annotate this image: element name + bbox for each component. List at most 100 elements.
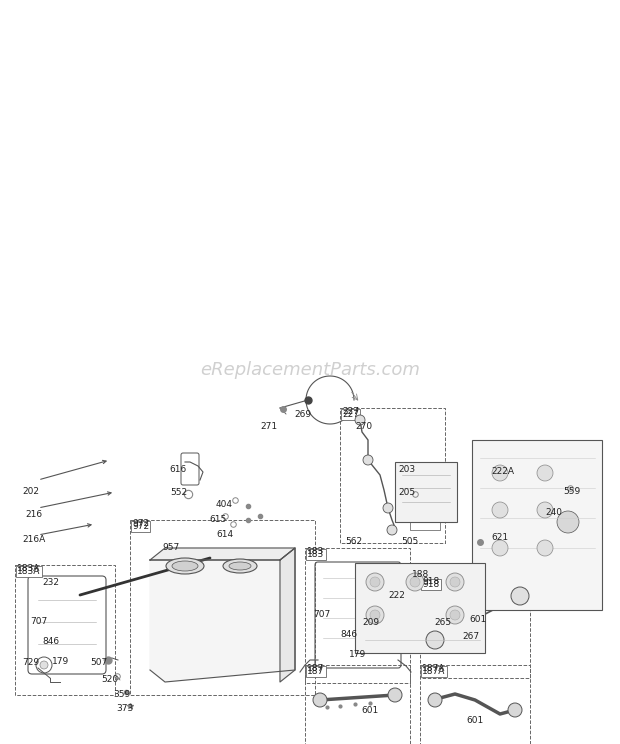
Text: 707: 707 bbox=[30, 617, 47, 626]
Text: 232: 232 bbox=[42, 578, 59, 587]
Text: 187: 187 bbox=[307, 664, 324, 673]
Text: 373: 373 bbox=[116, 704, 133, 713]
Circle shape bbox=[537, 540, 553, 556]
Bar bbox=[420, 665, 530, 744]
Circle shape bbox=[313, 693, 327, 707]
Text: 601: 601 bbox=[469, 615, 486, 624]
Bar bbox=[472, 440, 602, 610]
Circle shape bbox=[370, 610, 380, 620]
Text: 729: 729 bbox=[22, 658, 39, 667]
Bar bbox=[340, 408, 445, 543]
Text: 505: 505 bbox=[401, 537, 418, 546]
Bar bbox=[15, 565, 115, 695]
Circle shape bbox=[40, 661, 48, 669]
Text: 187A: 187A bbox=[422, 664, 445, 673]
Circle shape bbox=[450, 610, 460, 620]
Text: 188: 188 bbox=[412, 570, 429, 579]
Text: 614: 614 bbox=[216, 530, 233, 539]
Polygon shape bbox=[280, 548, 295, 682]
Text: 846: 846 bbox=[42, 637, 59, 646]
Text: 957: 957 bbox=[162, 543, 179, 552]
Circle shape bbox=[492, 465, 508, 481]
Circle shape bbox=[492, 540, 508, 556]
Circle shape bbox=[446, 606, 464, 624]
Text: 179: 179 bbox=[349, 650, 366, 659]
Circle shape bbox=[450, 577, 460, 587]
Text: 216A: 216A bbox=[22, 535, 45, 544]
Text: 179: 179 bbox=[52, 657, 69, 666]
Circle shape bbox=[557, 511, 579, 533]
Text: 972: 972 bbox=[132, 519, 149, 528]
Text: 846: 846 bbox=[340, 630, 357, 639]
Text: 621: 621 bbox=[491, 533, 508, 542]
Bar bbox=[305, 665, 410, 744]
Text: 227: 227 bbox=[342, 407, 359, 416]
Text: 240: 240 bbox=[545, 508, 562, 517]
Circle shape bbox=[410, 577, 420, 587]
Circle shape bbox=[550, 504, 586, 540]
Circle shape bbox=[428, 693, 442, 707]
Text: 209: 209 bbox=[362, 618, 379, 627]
Circle shape bbox=[383, 503, 393, 513]
Text: 183A: 183A bbox=[17, 564, 40, 573]
Circle shape bbox=[366, 606, 384, 624]
Ellipse shape bbox=[166, 558, 204, 574]
Bar bbox=[130, 520, 315, 695]
Circle shape bbox=[511, 587, 529, 605]
Bar bbox=[420, 578, 530, 678]
Text: 265: 265 bbox=[434, 618, 451, 627]
Text: 183: 183 bbox=[307, 547, 324, 556]
Text: 520: 520 bbox=[101, 675, 118, 684]
Text: 270: 270 bbox=[355, 422, 372, 431]
Text: 216: 216 bbox=[25, 510, 42, 519]
Text: 205: 205 bbox=[398, 488, 415, 497]
Ellipse shape bbox=[172, 561, 198, 571]
Polygon shape bbox=[150, 548, 295, 560]
Ellipse shape bbox=[229, 562, 251, 570]
Text: 918: 918 bbox=[422, 577, 439, 586]
Text: 601: 601 bbox=[361, 706, 378, 715]
Text: 507: 507 bbox=[90, 658, 107, 667]
Text: 918: 918 bbox=[422, 580, 439, 589]
Text: 271: 271 bbox=[260, 422, 277, 431]
Circle shape bbox=[366, 573, 384, 591]
Circle shape bbox=[406, 573, 424, 591]
Polygon shape bbox=[150, 548, 295, 682]
Text: 227: 227 bbox=[342, 410, 359, 419]
Circle shape bbox=[446, 573, 464, 591]
Text: 552: 552 bbox=[170, 488, 187, 497]
Circle shape bbox=[508, 703, 522, 717]
Circle shape bbox=[370, 577, 380, 587]
Text: eReplacementParts.com: eReplacementParts.com bbox=[200, 361, 420, 379]
Text: 707: 707 bbox=[313, 610, 330, 619]
Circle shape bbox=[492, 502, 508, 518]
Text: 269: 269 bbox=[294, 410, 311, 419]
Text: 615: 615 bbox=[209, 515, 226, 524]
Text: 222: 222 bbox=[388, 591, 405, 600]
Ellipse shape bbox=[223, 559, 257, 573]
Text: 562: 562 bbox=[345, 537, 362, 546]
Text: 267: 267 bbox=[462, 632, 479, 641]
Circle shape bbox=[363, 455, 373, 465]
Text: 404: 404 bbox=[216, 500, 233, 509]
Text: 972: 972 bbox=[132, 522, 149, 531]
Text: 616: 616 bbox=[169, 465, 186, 474]
Text: 203: 203 bbox=[398, 465, 415, 474]
Circle shape bbox=[537, 502, 553, 518]
Text: 359: 359 bbox=[113, 690, 130, 699]
Text: 601: 601 bbox=[466, 716, 483, 725]
Text: 183: 183 bbox=[307, 550, 324, 559]
Text: 187: 187 bbox=[307, 667, 324, 676]
Text: 559: 559 bbox=[563, 487, 580, 496]
FancyBboxPatch shape bbox=[395, 462, 457, 522]
FancyBboxPatch shape bbox=[355, 563, 485, 653]
Circle shape bbox=[537, 465, 553, 481]
Circle shape bbox=[426, 631, 444, 649]
Circle shape bbox=[387, 525, 397, 535]
Circle shape bbox=[388, 688, 402, 702]
Text: 202: 202 bbox=[22, 487, 39, 496]
Bar bbox=[305, 548, 410, 683]
Text: 183A: 183A bbox=[17, 567, 40, 576]
Text: 222A: 222A bbox=[491, 467, 514, 476]
Circle shape bbox=[355, 415, 365, 425]
